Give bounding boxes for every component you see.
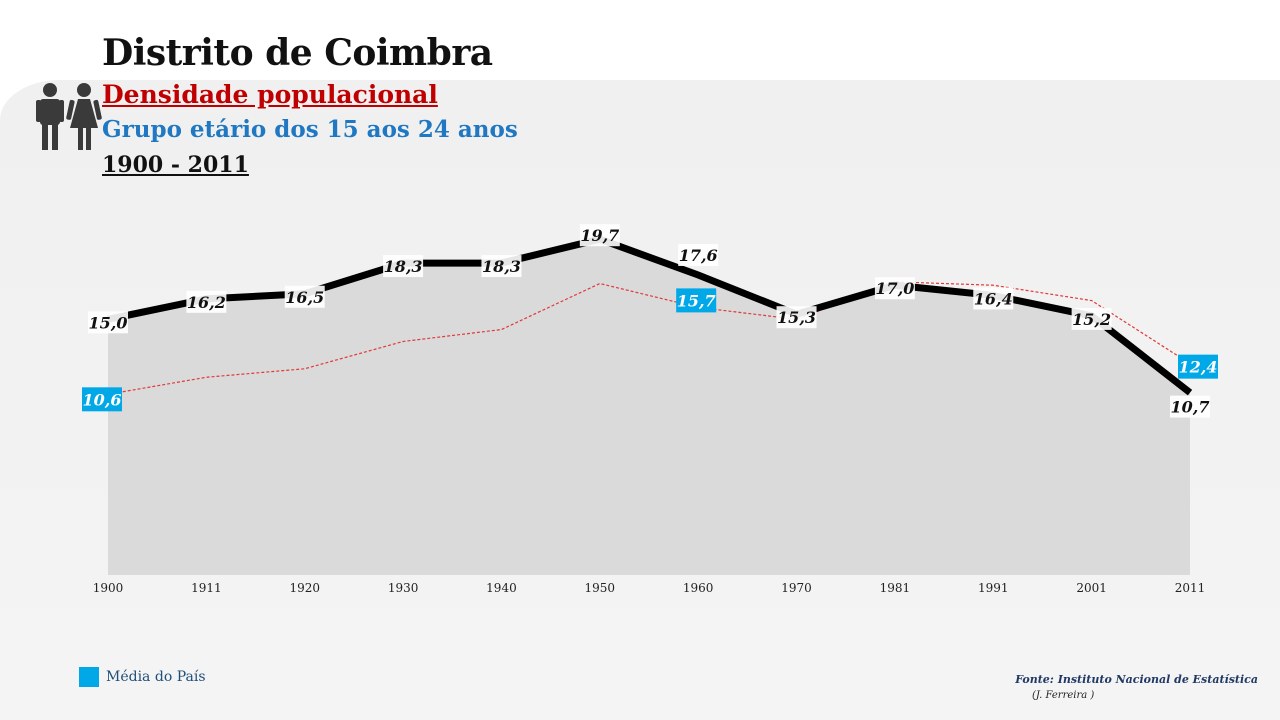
district-data-label: 19,7 [580,226,619,245]
district-label-box [88,311,128,334]
x-tick-label: 1981 [880,581,911,595]
district-label-box [973,287,1014,310]
x-tick-label: 1911 [191,581,222,595]
chart-subtitle: Densidade populacional [102,80,438,109]
x-tick-label: 2011 [1175,581,1206,595]
age-group-label: Grupo etário dos 15 aos 24 anos [102,116,518,143]
district-label-box [284,285,325,308]
x-tick-label: 1950 [585,581,616,595]
district-label-box [186,290,227,313]
country-label-box [1178,354,1218,379]
district-label-box [579,224,620,247]
district-label-box [776,306,817,329]
district-data-label: 16,5 [285,288,324,307]
district-label-box [678,244,719,266]
district-label-box [383,255,424,278]
district-data-label: 10,7 [1171,398,1210,417]
legend-swatch-country [79,667,99,687]
x-tick-label: 1900 [93,581,124,595]
country-label-box [676,288,717,313]
x-tick-label: 1930 [388,581,419,595]
x-tick-label: 1991 [978,581,1009,595]
district-label-box [874,277,915,300]
x-tick-label: 2001 [1076,581,1107,595]
district-label-box [1071,307,1112,330]
district-data-label: 17,6 [679,246,718,265]
x-tick-label: 1970 [781,581,812,595]
district-data-label: 18,3 [384,257,423,276]
country-data-label: 15,7 [677,291,716,310]
man-woman-icon [36,83,102,150]
source-note: Fonte: Instituto Nacional de Estatística [1015,673,1258,686]
page-title: Distrito de Coimbra [102,32,493,74]
district-label-box [481,255,522,278]
district-data-label: 15,3 [777,308,816,327]
district-data-label: 18,3 [482,257,521,276]
district-data-label: 17,0 [875,279,914,298]
district-data-label: 15,0 [89,313,128,332]
district-data-label: 15,2 [1072,310,1111,329]
author-note: (J. Ferreira ) [1032,690,1095,701]
period-label: 1900 - 2011 [102,152,249,178]
country-label-box [82,387,122,412]
country-data-label: 12,4 [1179,358,1218,377]
x-tick-label: 1960 [683,581,714,595]
legend-label-country: Média do País [106,669,206,685]
x-tick-label: 1940 [486,581,517,595]
district-data-label: 16,4 [974,289,1013,308]
district-label-box [1170,395,1210,418]
x-tick-label: 1920 [289,581,320,595]
country-series-line [107,281,1191,395]
country-data-label: 10,6 [83,390,122,409]
district-data-label: 16,2 [187,293,226,312]
district-area [108,239,1190,576]
